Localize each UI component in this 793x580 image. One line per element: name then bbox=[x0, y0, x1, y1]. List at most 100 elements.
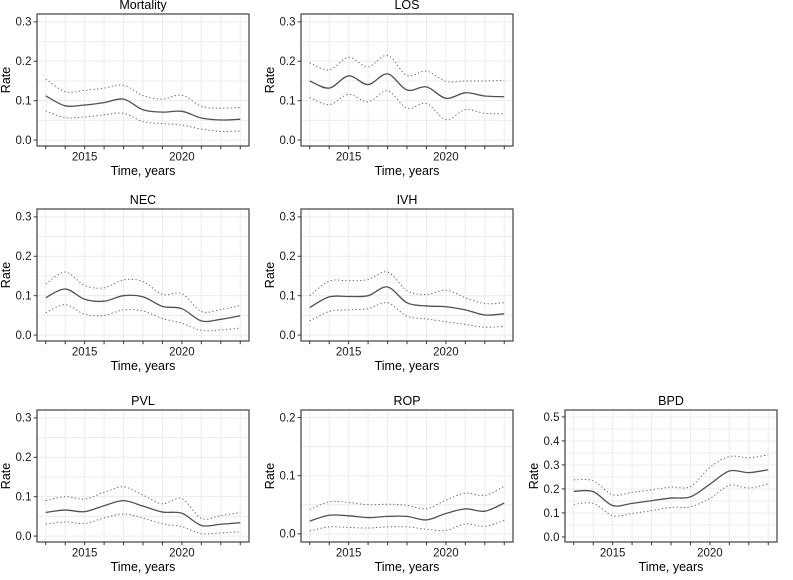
y-axis: 0.0 0.1 0.2 bbox=[280, 412, 301, 541]
x-tick-label: 2015 bbox=[336, 548, 362, 560]
y-axis-label: Rate bbox=[264, 67, 277, 93]
y-tick-label: 0.3 bbox=[280, 17, 296, 29]
y-tick-label: 0.1 bbox=[280, 471, 296, 483]
upper-ci-line bbox=[45, 271, 241, 313]
lower-ci-line bbox=[45, 110, 241, 133]
y-tick-label: 0.2 bbox=[280, 251, 296, 263]
x-axis: 2015 2020 bbox=[573, 542, 769, 560]
estimate-line bbox=[309, 73, 505, 100]
estimate-line bbox=[45, 288, 241, 323]
upper-ci-line bbox=[45, 486, 241, 520]
grid-lines bbox=[37, 209, 249, 341]
chart-panel-rop: 2015 2020 0.0 0.1 0.2 ROP Time, years Rate bbox=[263, 390, 528, 575]
x-axis-label: Time, years bbox=[111, 164, 176, 178]
chart-title: Mortality bbox=[119, 0, 167, 12]
x-tick-label: 2020 bbox=[433, 548, 459, 560]
x-axis: 2015 2020 bbox=[309, 341, 505, 359]
y-tick-label: 0.0 bbox=[280, 529, 296, 541]
y-axis-label: Rate bbox=[0, 262, 13, 288]
chart-los: 2015 2020 0.0 0.1 0.2 0.3 LOS Time, years Rate bbox=[263, 0, 514, 178]
x-tick-label: 2020 bbox=[697, 548, 723, 560]
y-axis: 0.0 0.1 0.2 0.3 0.4 0.5 bbox=[544, 412, 565, 544]
y-tick-label: 0.0 bbox=[16, 531, 32, 543]
x-axis: 2015 2020 bbox=[45, 542, 241, 560]
chart-panel-pvl: 2015 2020 0.0 0.1 0.2 0.3 PVL Time, years Rate bbox=[0, 390, 264, 575]
y-axis-label: Rate bbox=[264, 463, 277, 489]
lower-ci-line bbox=[45, 513, 241, 535]
y-axis-label: Rate bbox=[0, 463, 13, 489]
grid-lines bbox=[301, 410, 513, 542]
chart-ivh: 2015 2020 0.0 0.1 0.2 0.3 IVH Time, years Rate bbox=[263, 193, 514, 373]
chart-title: NEC bbox=[130, 195, 156, 207]
y-tick-label: 0.0 bbox=[280, 135, 296, 147]
upper-ci-line bbox=[573, 454, 769, 496]
y-tick-label: 0.1 bbox=[16, 95, 32, 107]
chart-panel-bpd: 2015 2020 0.0 0.1 0.2 0.3 0.4 0.5 BPD Time, years… bbox=[527, 390, 792, 575]
chart-title: PVL bbox=[131, 394, 155, 408]
y-tick-label: 0.3 bbox=[16, 17, 32, 29]
y-axis-label: Rate bbox=[264, 262, 277, 288]
upper-ci-line bbox=[45, 78, 241, 109]
x-tick-label: 2020 bbox=[433, 152, 459, 164]
lower-ci-line bbox=[309, 520, 505, 532]
upper-ci-line bbox=[309, 54, 505, 83]
y-tick-label: 0.1 bbox=[16, 290, 32, 302]
chart-panel-mortality: 2015 2020 0.0 0.1 0.2 0.3 Mortality Time, years… bbox=[0, 0, 264, 185]
y-tick-label: 0.0 bbox=[16, 330, 32, 342]
y-tick-label: 0.1 bbox=[544, 508, 560, 520]
chart-panel-nec: 2015 2020 0.0 0.1 0.2 0.3 NEC Time, years Rate bbox=[0, 193, 264, 380]
grid-lines bbox=[37, 14, 249, 146]
upper-ci-line bbox=[309, 271, 505, 305]
x-tick-label: 2015 bbox=[72, 152, 98, 164]
y-tick-label: 0.1 bbox=[16, 491, 32, 503]
grid-lines bbox=[301, 14, 513, 146]
y-axis: 0.0 0.1 0.2 0.3 bbox=[16, 413, 37, 543]
chart-title: BPD bbox=[658, 394, 684, 408]
y-axis: 0.0 0.1 0.2 0.3 bbox=[280, 212, 301, 342]
x-tick-label: 2015 bbox=[72, 548, 98, 560]
y-tick-label: 0.2 bbox=[16, 251, 32, 263]
y-tick-label: 0.3 bbox=[16, 212, 32, 224]
x-axis-label: Time, years bbox=[375, 359, 440, 373]
estimate-line bbox=[309, 502, 505, 522]
x-tick-label: 2015 bbox=[600, 548, 626, 560]
y-tick-label: 0.3 bbox=[16, 413, 32, 425]
x-tick-label: 2015 bbox=[336, 152, 362, 164]
y-axis-label: Rate bbox=[528, 463, 541, 489]
y-tick-label: 0.0 bbox=[544, 532, 560, 544]
y-axis: 0.0 0.1 0.2 0.3 bbox=[16, 212, 37, 342]
y-tick-label: 0.2 bbox=[544, 484, 560, 496]
y-axis: 0.0 0.1 0.2 0.3 bbox=[16, 17, 37, 147]
y-tick-label: 0.4 bbox=[544, 436, 561, 448]
y-tick-label: 0.3 bbox=[280, 212, 296, 224]
x-tick-label: 2015 bbox=[336, 347, 362, 359]
chart-panel-los: 2015 2020 0.0 0.1 0.2 0.3 LOS Time, years Rate bbox=[263, 0, 528, 185]
chart-nec: 2015 2020 0.0 0.1 0.2 0.3 NEC Time, years Rate bbox=[0, 193, 250, 373]
upper-ci-line bbox=[309, 485, 505, 510]
y-tick-label: 0.1 bbox=[280, 95, 296, 107]
y-tick-label: 0.3 bbox=[544, 460, 560, 472]
x-axis: 2015 2020 bbox=[309, 146, 505, 164]
x-axis-label: Time, years bbox=[375, 164, 440, 178]
x-tick-label: 2020 bbox=[433, 347, 459, 359]
y-tick-label: 0.2 bbox=[16, 56, 32, 68]
y-axis-label: Rate bbox=[0, 67, 13, 93]
y-tick-label: 0.0 bbox=[280, 330, 296, 342]
x-axis: 2015 2020 bbox=[45, 146, 241, 164]
y-tick-label: 0.5 bbox=[544, 412, 560, 424]
x-axis-label: Time, years bbox=[375, 560, 440, 574]
chart-mortality: 2015 2020 0.0 0.1 0.2 0.3 Mortality Time, years… bbox=[0, 0, 250, 178]
x-axis-label: Time, years bbox=[639, 560, 704, 574]
x-axis-label: Time, years bbox=[111, 359, 176, 373]
chart-pvl: 2015 2020 0.0 0.1 0.2 0.3 PVL Time, years Rate bbox=[0, 394, 250, 574]
x-axis-label: Time, years bbox=[111, 560, 176, 574]
chart-title: ROP bbox=[393, 394, 420, 408]
x-tick-label: 2020 bbox=[169, 347, 195, 359]
x-tick-label: 2015 bbox=[72, 347, 98, 359]
x-axis: 2015 2020 bbox=[45, 341, 241, 359]
y-tick-label: 0.0 bbox=[16, 135, 32, 147]
x-tick-label: 2020 bbox=[169, 548, 195, 560]
y-axis: 0.0 0.1 0.2 0.3 bbox=[280, 17, 301, 147]
estimate-line bbox=[309, 286, 505, 316]
